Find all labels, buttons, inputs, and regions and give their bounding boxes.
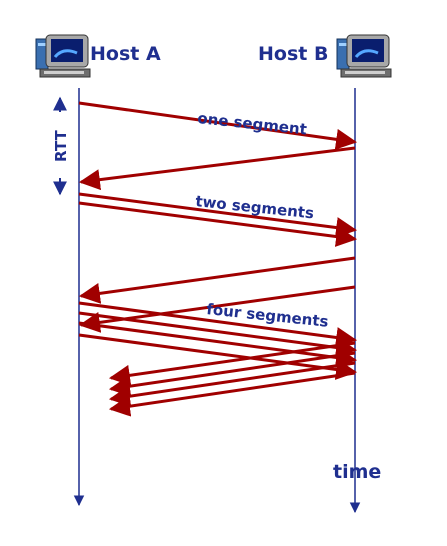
time-label: time xyxy=(333,461,381,483)
ack-arrow-3b xyxy=(108,351,356,397)
ack-arrow-2a xyxy=(78,256,356,304)
segment-arrow-3d xyxy=(78,333,358,380)
segment-arrow-3a xyxy=(78,301,358,348)
ack-arrow-3a xyxy=(108,341,356,386)
segment-arrow-2a xyxy=(78,192,358,238)
host-b-label: Host B xyxy=(258,43,328,65)
rtt-indicator: RTT xyxy=(52,96,70,196)
one-segment-label: one segment xyxy=(197,109,308,138)
host-a-label: Host A xyxy=(90,43,161,65)
segment-arrow-1 xyxy=(78,101,358,150)
segment-arrow-3c xyxy=(78,321,358,368)
host-a-computer-icon xyxy=(35,34,91,78)
segment-arrow-2b xyxy=(78,201,358,247)
ack-arrow-3d xyxy=(108,371,356,417)
segment-arrow-3b xyxy=(78,311,358,358)
ack-arrow-1 xyxy=(78,146,356,191)
rtt-label: RTT xyxy=(52,130,70,162)
host-b-computer-icon xyxy=(336,34,392,78)
four-segments-label: four segments xyxy=(206,300,330,331)
ack-arrow-3c xyxy=(108,361,356,407)
